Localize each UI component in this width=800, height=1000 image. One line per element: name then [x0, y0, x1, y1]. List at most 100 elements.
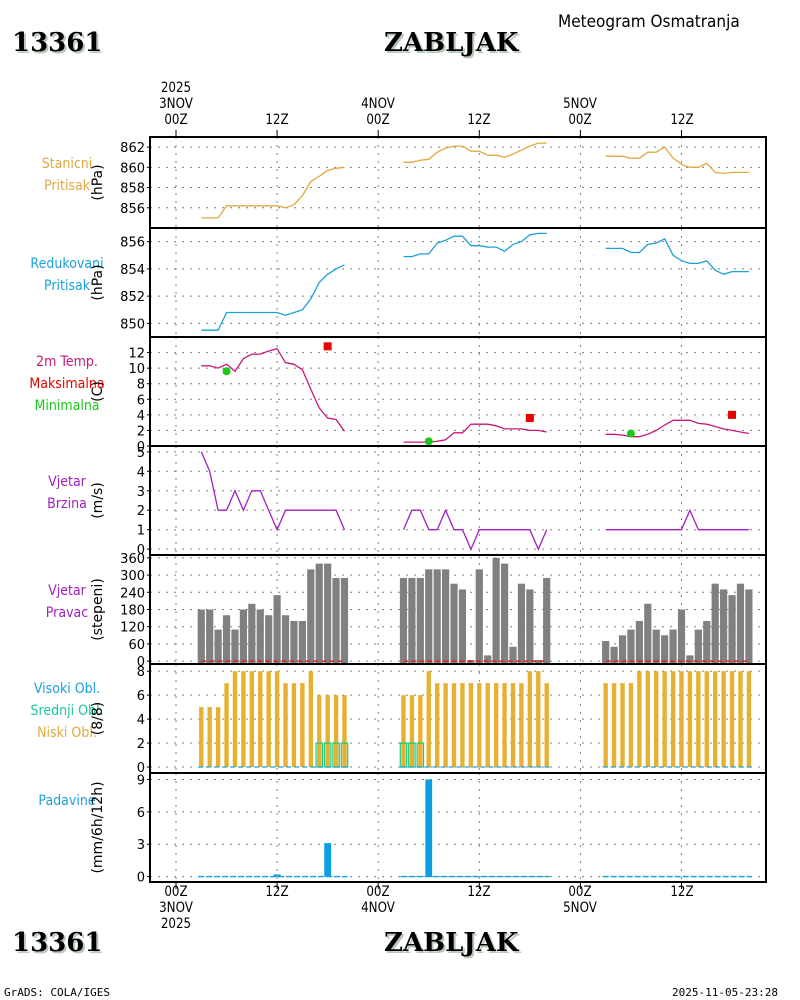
y-tick-label: 360 — [120, 552, 145, 567]
reduced-pressure-ylabel: (hPa) — [90, 264, 106, 300]
y-tick-label: 0 — [137, 440, 145, 455]
wind-dir-bar — [256, 609, 264, 664]
low-cloud-bar — [468, 683, 474, 768]
wind-direction-title-line: Pravac — [45, 604, 89, 621]
wind-dir-bar — [399, 577, 408, 664]
low-cloud-bar — [401, 695, 406, 768]
reduced-pressure-line — [403, 232, 547, 258]
wind-dir-bar — [239, 609, 247, 664]
time-tick-label: 12Z — [656, 80, 707, 128]
precip-bar — [273, 874, 281, 877]
wind-dir-bar — [416, 577, 424, 664]
wind-dir-bar — [265, 615, 273, 664]
wind-dir-bar — [736, 583, 745, 664]
precipitation-title-line: Padavine — [38, 793, 96, 809]
y-tick-label: 60 — [128, 638, 145, 653]
y-tick-label: 858 — [120, 182, 145, 197]
time-tick-line: 00Z — [164, 112, 188, 128]
low-cloud-bar — [721, 671, 726, 768]
cloud-cover-title-line: Niski Obl. — [37, 724, 97, 741]
wind-direction-title: Vjetar Pravac — [9, 580, 126, 624]
y-tick-label: 3 — [137, 485, 145, 500]
time-tick-label: 00Z 3NOV 2025 — [151, 884, 202, 932]
wind-dir-bar — [450, 583, 458, 664]
precipitation-ylabel: (mm/6h/12h) — [90, 781, 106, 873]
reduced-pressure-panel-frame — [149, 227, 767, 338]
y-tick-label: 12 — [128, 347, 145, 362]
low-cloud-bar — [519, 683, 524, 768]
time-tick-line: 12Z — [467, 112, 491, 128]
low-cloud-bar — [670, 671, 676, 768]
precip-bar — [324, 843, 332, 877]
low-cloud-bar — [654, 671, 659, 768]
reduced-pressure-line — [605, 238, 749, 275]
time-tick-line: 12Z — [467, 884, 491, 900]
station-name-top: ZABLJAK — [384, 28, 519, 58]
low-cloud-bar — [342, 695, 347, 768]
wind-dir-bar — [442, 569, 450, 664]
time-tick-line: 00Z — [366, 884, 390, 900]
low-cloud-bar — [729, 671, 735, 768]
wind-dir-bar — [534, 659, 542, 664]
station-pressure-line — [403, 142, 547, 163]
y-tick-label: 2 — [137, 737, 145, 752]
wind-dir-bar — [517, 583, 526, 664]
cloud-cover-title-line: Visoki Obl. — [33, 680, 101, 697]
low-cloud-bar — [258, 671, 263, 768]
wind-dir-bar — [602, 641, 610, 664]
wind-dir-bar — [475, 569, 483, 664]
low-cloud-bar — [317, 695, 322, 768]
station-name-bottom: ZABLJAK — [384, 928, 519, 958]
y-tick-label: 0 — [137, 871, 145, 886]
wind-direction-title-line: Vjetar — [48, 582, 86, 599]
wind-direction-ylabel: (stepeni) — [90, 578, 106, 641]
time-tick-line: 5NOV — [563, 900, 598, 916]
wind-dir-bar — [206, 609, 214, 664]
y-tick-label: 4 — [137, 409, 145, 424]
min-temp-marker — [424, 437, 433, 446]
low-cloud-bar — [409, 695, 415, 768]
y-tick-label: 3 — [137, 838, 145, 853]
temperature-line — [201, 347, 346, 432]
station-pressure-title-line: Stanicni — [41, 155, 93, 172]
low-cloud-bar — [443, 683, 448, 768]
time-tick-label: 4NOV 00Z — [353, 80, 404, 128]
y-tick-label: 8 — [137, 378, 145, 393]
low-cloud-bar — [637, 671, 642, 768]
station-id-top: 13361 — [12, 28, 103, 58]
low-cloud-bar — [696, 671, 701, 768]
wind-dir-bar — [509, 646, 517, 664]
wind-dir-bar — [231, 629, 239, 664]
wind-dir-bar — [222, 615, 231, 664]
time-tick-label: 00Z 4NOV — [353, 884, 404, 932]
station-pressure-line — [605, 146, 749, 175]
time-tick-line: 3NOV — [159, 96, 193, 112]
station-id-bottom: 13361 — [12, 928, 103, 958]
low-cloud-bar — [308, 671, 313, 768]
wind-dir-bar — [677, 609, 686, 664]
y-tick-label: 2 — [137, 504, 145, 519]
y-tick-label: 6 — [137, 806, 145, 821]
low-cloud-bar — [418, 695, 423, 768]
low-cloud-bar — [485, 683, 490, 768]
wind-speed-line — [605, 508, 749, 531]
time-tick-label: 00Z 5NOV — [555, 884, 606, 932]
wind-dir-bar — [492, 557, 500, 664]
wind-dir-bar — [458, 589, 467, 664]
time-tick-line: 00Z — [568, 112, 593, 128]
time-tick-label: 12Z — [656, 884, 707, 932]
station-pressure-line — [201, 166, 345, 219]
wind-speed-panel-frame — [149, 445, 767, 556]
temperature-title: 2m Temp. Maksimalna Minimalna — [9, 351, 126, 417]
low-cloud-bar — [662, 671, 667, 768]
time-tick-line: 3NOV — [159, 900, 193, 916]
time-tick-line: 12Z — [669, 112, 694, 128]
y-tick-label: 10 — [128, 362, 145, 377]
reduced-pressure-title-line: Redukovani — [30, 255, 104, 272]
low-cloud-bar — [544, 683, 549, 768]
wind-dir-bar — [610, 646, 618, 664]
min-temp-marker — [626, 429, 635, 438]
y-tick-label: 9 — [137, 773, 145, 788]
y-tick-label: 856 — [120, 202, 145, 217]
wind-dir-bar — [661, 635, 669, 664]
